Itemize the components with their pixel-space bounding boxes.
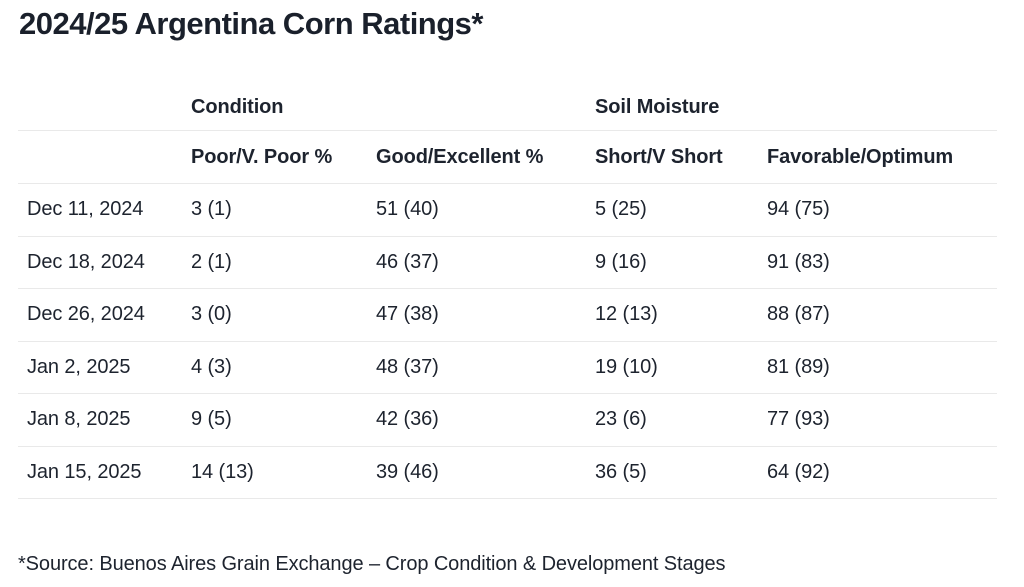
good-excellent-cell: 46 (37) xyxy=(376,236,595,289)
group-header-soil-moisture: Soil Moisture xyxy=(595,85,997,131)
good-excellent-cell: 47 (38) xyxy=(376,288,595,342)
poor-vpoor-cell: 3 (1) xyxy=(191,183,376,237)
table-row: Jan 15, 2025 14 (13) 39 (46) 36 (5) 64 (… xyxy=(18,446,997,499)
good-excellent-cell: 39 (46) xyxy=(376,446,595,499)
short-vshort-cell: 9 (16) xyxy=(595,236,767,289)
group-header-condition: Condition xyxy=(191,85,595,131)
column-header-poor-vpoor: Poor/V. Poor % xyxy=(191,130,376,184)
short-vshort-cell: 23 (6) xyxy=(595,393,767,447)
ratings-table: Condition Soil Moisture Poor/V. Poor % G… xyxy=(18,85,997,499)
column-header-good-excellent: Good/Excellent % xyxy=(376,130,595,184)
poor-vpoor-cell: 2 (1) xyxy=(191,236,376,289)
date-cell: Dec 18, 2024 xyxy=(18,236,191,289)
poor-vpoor-cell: 4 (3) xyxy=(191,341,376,394)
good-excellent-cell: 48 (37) xyxy=(376,341,595,394)
table-header: Condition Soil Moisture Poor/V. Poor % G… xyxy=(18,85,997,184)
group-header-row: Condition Soil Moisture xyxy=(18,85,997,131)
table-body: Dec 11, 2024 3 (1) 51 (40) 5 (25) 94 (75… xyxy=(18,183,997,499)
page-title: 2024/25 Argentina Corn Ratings* xyxy=(19,6,484,41)
short-vshort-cell: 5 (25) xyxy=(595,183,767,237)
poor-vpoor-cell: 14 (13) xyxy=(191,446,376,499)
column-header-row: Poor/V. Poor % Good/Excellent % Short/V … xyxy=(18,130,997,184)
good-excellent-cell: 51 (40) xyxy=(376,183,595,237)
favorable-optimum-cell: 64 (92) xyxy=(767,446,997,499)
favorable-optimum-cell: 88 (87) xyxy=(767,288,997,342)
poor-vpoor-cell: 9 (5) xyxy=(191,393,376,447)
date-cell: Jan 15, 2025 xyxy=(18,446,191,499)
column-header-favorable-optimum: Favorable/Optimum xyxy=(767,130,997,184)
date-cell: Jan 2, 2025 xyxy=(18,341,191,394)
date-cell: Jan 8, 2025 xyxy=(18,393,191,447)
favorable-optimum-cell: 77 (93) xyxy=(767,393,997,447)
table-row: Jan 8, 2025 9 (5) 42 (36) 23 (6) 77 (93) xyxy=(18,393,997,447)
favorable-optimum-cell: 81 (89) xyxy=(767,341,997,394)
column-header-date xyxy=(18,130,191,184)
date-cell: Dec 11, 2024 xyxy=(18,183,191,237)
source-note: *Source: Buenos Aires Grain Exchange – C… xyxy=(18,553,726,575)
column-header-short-vshort: Short/V Short xyxy=(595,130,767,184)
date-cell: Dec 26, 2024 xyxy=(18,288,191,342)
table-row: Dec 26, 2024 3 (0) 47 (38) 12 (13) 88 (8… xyxy=(18,288,997,342)
table-row: Dec 18, 2024 2 (1) 46 (37) 9 (16) 91 (83… xyxy=(18,236,997,289)
table-row: Dec 11, 2024 3 (1) 51 (40) 5 (25) 94 (75… xyxy=(18,183,997,237)
poor-vpoor-cell: 3 (0) xyxy=(191,288,376,342)
short-vshort-cell: 36 (5) xyxy=(595,446,767,499)
good-excellent-cell: 42 (36) xyxy=(376,393,595,447)
table-row: Jan 2, 2025 4 (3) 48 (37) 19 (10) 81 (89… xyxy=(18,341,997,394)
short-vshort-cell: 12 (13) xyxy=(595,288,767,342)
group-header-empty xyxy=(18,85,191,131)
short-vshort-cell: 19 (10) xyxy=(595,341,767,394)
favorable-optimum-cell: 91 (83) xyxy=(767,236,997,289)
favorable-optimum-cell: 94 (75) xyxy=(767,183,997,237)
